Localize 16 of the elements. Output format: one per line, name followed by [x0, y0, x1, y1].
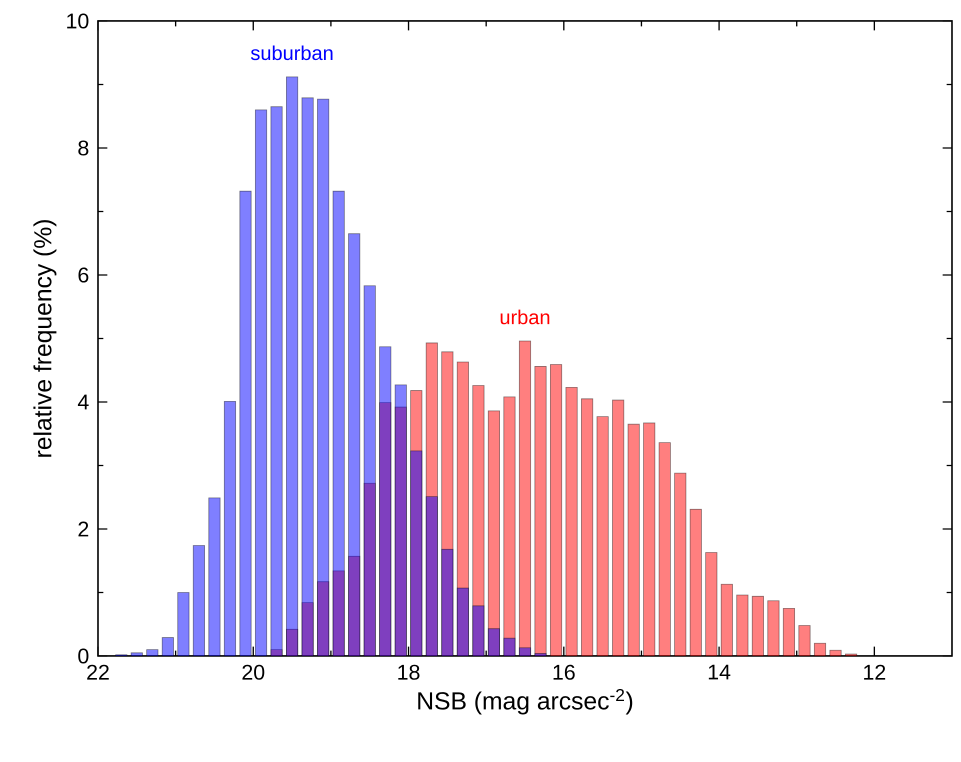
y-tick-label: 6: [78, 267, 88, 283]
x-tick-label: 20: [242, 664, 264, 680]
x-tick-label: 22: [87, 664, 109, 680]
y-tick-label: 10: [67, 13, 88, 29]
legend-label: suburban: [250, 45, 332, 60]
y-axis-title: relative frequency (%): [33, 220, 56, 457]
series-label: urban: [500, 310, 550, 324]
y-tick-label: 2: [78, 522, 88, 536]
x-tick-label: 16: [554, 664, 575, 680]
x-axis-title: NSB (mag arcsec$^{-2}$): [418, 688, 632, 714]
x-tick-label: 12: [864, 664, 886, 680]
y-tick-label: 4: [78, 394, 89, 410]
x-tick-label: 14: [708, 664, 730, 680]
y-tick-label: 0: [78, 648, 88, 664]
x-tick-label: 18: [398, 664, 420, 680]
y-tick-label: 8: [78, 140, 88, 156]
